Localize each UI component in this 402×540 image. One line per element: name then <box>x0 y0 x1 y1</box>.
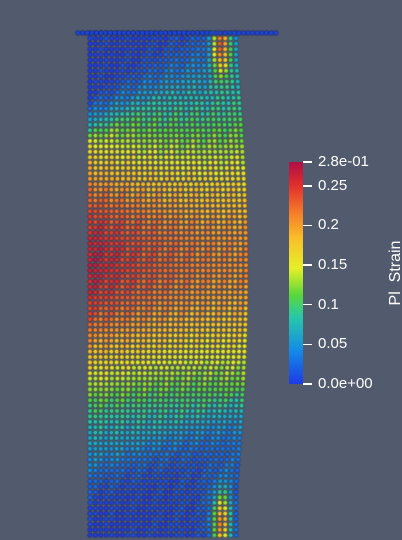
colorbar-tick <box>303 264 312 266</box>
colorbar-title: Pl_Strain <box>387 240 402 306</box>
colorbar-tick-label: 0.25 <box>318 176 348 194</box>
colorbar-gradient <box>289 162 303 384</box>
colorbar-tick <box>303 224 312 227</box>
colorbar-tick-label: 0.05 <box>318 335 348 353</box>
colorbar-tick-label: 2.8e-01 <box>318 153 369 170</box>
colorbar-tick-label: 0.0e+00 <box>318 375 373 392</box>
colorbar-tick <box>303 185 312 187</box>
colorbar-tick-label: 0.2 <box>318 216 339 234</box>
colorbar-tick-label: 0.1 <box>318 295 339 313</box>
colorbar-tick <box>303 383 312 385</box>
colorbar-tick <box>303 343 312 346</box>
colorbar-tick <box>303 303 312 306</box>
colorbar-tick <box>303 161 312 163</box>
colorbar-tick-label: 0.15 <box>318 256 348 274</box>
